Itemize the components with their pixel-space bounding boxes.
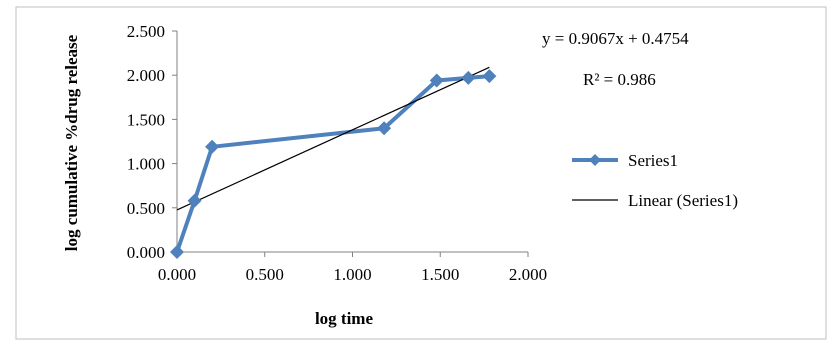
data-point <box>205 139 220 154</box>
x-tick-label: 1.000 <box>333 265 371 284</box>
data-point <box>429 73 444 88</box>
y-axis-title: log cumulative %drug release <box>62 34 81 251</box>
y-tick-label: 2.000 <box>127 66 165 85</box>
data-point <box>377 121 392 136</box>
legend-series1-marker <box>589 154 601 166</box>
x-tick-label: 1.500 <box>421 265 459 284</box>
data-point <box>187 193 202 208</box>
y-tick-label: 2.500 <box>127 22 165 41</box>
trendline-equation: y = 0.9067x + 0.4754 <box>542 29 689 48</box>
plot-area: 0.000 0.500 1.000 1.500 2.000 2.500 0.000 0.500… <box>127 22 547 284</box>
y-tick-label: 0.000 <box>127 243 165 262</box>
y-tick-label: 1.500 <box>127 110 165 129</box>
x-tick-label: 0.500 <box>246 265 284 284</box>
trendline <box>176 66 490 211</box>
x-axis-title: log time <box>315 309 374 328</box>
legend-series1-label: Series1 <box>628 151 678 170</box>
x-tick-label: 0.000 <box>158 265 196 284</box>
x-tick-label: 2.000 <box>509 265 547 284</box>
y-tick-label: 1.000 <box>127 155 165 174</box>
data-point <box>170 245 184 259</box>
legend-trendline-label: Linear (Series1) <box>628 191 738 210</box>
legend: Series1 Linear (Series1) <box>572 151 738 210</box>
y-tick-label: 0.500 <box>127 199 165 218</box>
data-point <box>482 69 497 84</box>
data-point <box>461 70 476 85</box>
chart-frame <box>15 6 827 340</box>
r-squared-label: R² = 0.986 <box>583 70 656 89</box>
